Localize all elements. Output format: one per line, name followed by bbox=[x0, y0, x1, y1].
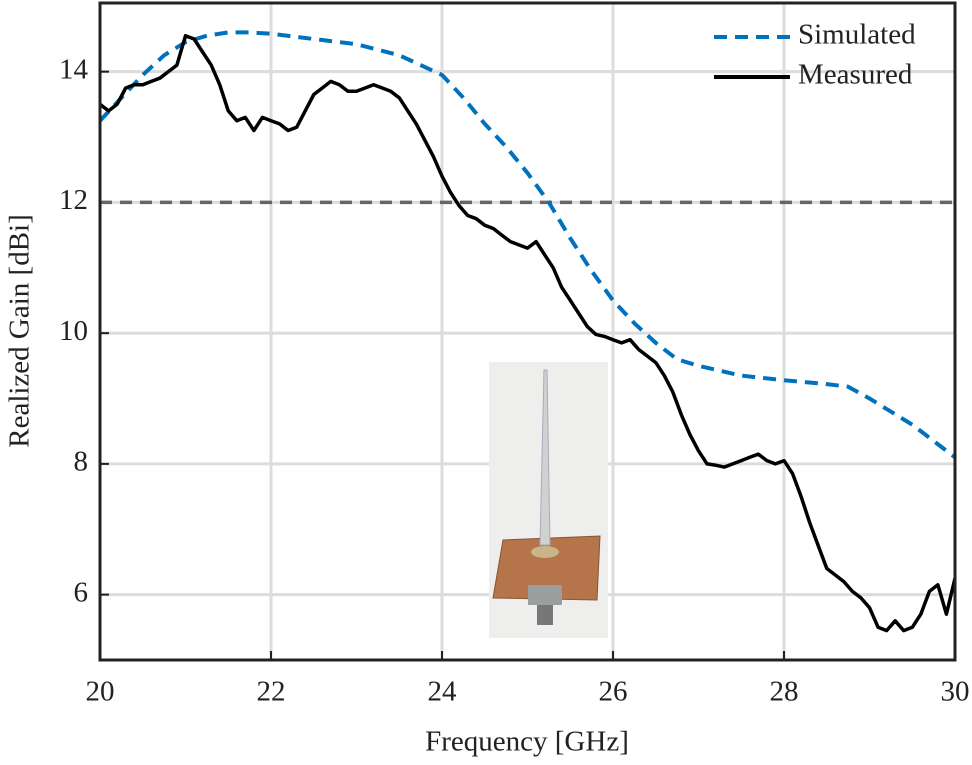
x-axis-label: Frequency [GHz] bbox=[425, 726, 629, 758]
inset-photo bbox=[489, 362, 608, 638]
x-tick-label: 22 bbox=[257, 676, 286, 708]
x-tick-label: 28 bbox=[770, 676, 799, 708]
x-tick-label: 26 bbox=[599, 676, 628, 708]
y-tick-label: 10 bbox=[59, 315, 88, 347]
y-tick-label: 12 bbox=[59, 184, 88, 216]
series-line bbox=[98, 30, 957, 459]
y-tick-label: 8 bbox=[74, 446, 89, 478]
x-tick-label: 20 bbox=[86, 676, 115, 708]
legend-label: Simulated bbox=[798, 19, 916, 51]
y-tick-label: 14 bbox=[59, 53, 89, 85]
y-axis-label: Realized Gain [dBi] bbox=[4, 214, 36, 448]
x-tick-label: 24 bbox=[428, 676, 458, 708]
axes-box bbox=[98, 1, 957, 662]
legend-label: Measured bbox=[798, 59, 913, 91]
series-line bbox=[98, 33, 957, 633]
y-tick-label: 6 bbox=[74, 576, 89, 608]
x-tick-label: 30 bbox=[941, 676, 970, 708]
